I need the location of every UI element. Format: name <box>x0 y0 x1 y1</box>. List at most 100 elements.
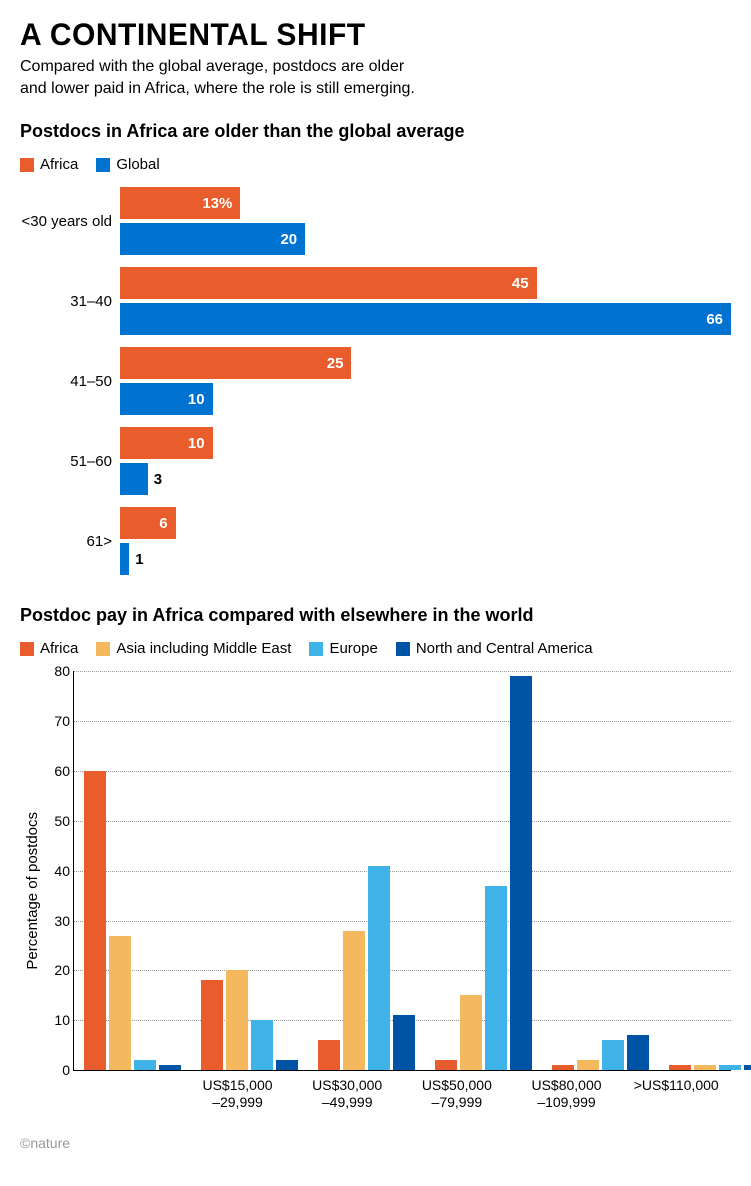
chart2-xlabel: >US$110,000 <box>621 1071 731 1111</box>
legend-label: North and Central America <box>416 640 593 657</box>
chart1-category-bars: 2510 <box>120 347 731 415</box>
legend-item: Africa <box>20 156 78 173</box>
chart1-category-bars: 10 3 <box>120 427 731 495</box>
legend-swatch <box>20 158 34 172</box>
credit: ©nature <box>20 1135 731 1151</box>
chart2-bar <box>669 1065 691 1070</box>
chart2-bar <box>577 1060 599 1070</box>
chart2-ytick: 70 <box>42 713 70 729</box>
chart2-bar <box>694 1065 716 1070</box>
chart1-category: 41–502510 <box>20 347 731 415</box>
chart2-title: Postdoc pay in Africa compared with else… <box>20 605 731 626</box>
chart2-group <box>191 671 308 1070</box>
legend-swatch <box>96 642 110 656</box>
chart2-group <box>542 671 659 1070</box>
subtitle-line-1: Compared with the global average, postdo… <box>20 58 404 75</box>
chart1-category-bars: 13%20 <box>120 187 731 255</box>
chart1-bar-africa: 13% <box>120 187 240 219</box>
chart2-group <box>74 671 191 1070</box>
legend-label: Global <box>116 156 159 173</box>
legend-swatch <box>20 642 34 656</box>
chart2-ytick: 80 <box>42 663 70 679</box>
chart1-category: 31–404566 <box>20 267 731 335</box>
chart1-legend: Africa Global <box>20 156 731 173</box>
chart2-bar <box>460 995 482 1070</box>
chart1-bar-global: 20 <box>120 223 305 255</box>
chart2-xlabel: US$80,000–109,999 <box>512 1071 622 1111</box>
chart1-category-bars: 61 <box>120 507 731 575</box>
chart1-bar-row: 1 <box>120 543 731 575</box>
chart2-bar <box>435 1060 457 1070</box>
chart1-bar-global: 10 <box>120 383 213 415</box>
chart2-bar <box>602 1040 624 1070</box>
legend-swatch <box>96 158 110 172</box>
chart2-legend: AfricaAsia including Middle EastEuropeNo… <box>20 640 731 657</box>
chart1-bar-row: 25 <box>120 347 731 379</box>
chart2-bar <box>485 886 507 1071</box>
chart2-ylabel: Percentage of postdocs <box>20 671 41 1111</box>
chart2-ytick: 50 <box>42 813 70 829</box>
legend-swatch <box>396 642 410 656</box>
chart1-category: 61>61 <box>20 507 731 575</box>
chart2-ytick: 30 <box>42 913 70 929</box>
chart2-bar <box>510 676 532 1070</box>
chart1-bar-value: 1 <box>135 551 143 568</box>
chart1-bar-africa: 10 <box>120 427 213 459</box>
chart1-bar-row: 20 <box>120 223 731 255</box>
chart1-category-label: 31–40 <box>20 267 120 335</box>
chart1-category-label: <30 years old <box>20 187 120 255</box>
chart2-xlabel: US$15,000–29,999 <box>183 1071 293 1111</box>
chart2-bar <box>318 1040 340 1070</box>
chart2-ytick: 60 <box>42 763 70 779</box>
chart2-bar <box>627 1035 649 1070</box>
chart1-category: <30 years old13%20 <box>20 187 731 255</box>
chart1-bar-row: 3 <box>120 463 731 495</box>
chart1-category-label: 51–60 <box>20 427 120 495</box>
chart2-bar <box>744 1065 751 1070</box>
chart1-bar-row: 66 <box>120 303 731 335</box>
chart2: 01020304050607080 US$15,000–29,999US$30,… <box>41 671 731 1111</box>
chart1-bar-row: 6 <box>120 507 731 539</box>
chart2-ytick: 0 <box>42 1062 70 1078</box>
chart1-category-label: 41–50 <box>20 347 120 415</box>
chart2-bar <box>201 980 223 1070</box>
chart1-category: 51–6010 3 <box>20 427 731 495</box>
chart2-group <box>659 671 751 1070</box>
chart2-xlabels: US$15,000–29,999US$30,000–49,999US$50,00… <box>73 1071 731 1111</box>
chart2-bar <box>251 1020 273 1070</box>
chart1-bar-row: 10 <box>120 427 731 459</box>
chart2-xlabel: US$50,000–79,999 <box>402 1071 512 1111</box>
chart2-bar <box>226 970 248 1070</box>
main-title: A CONTINENTAL SHIFT <box>20 20 731 52</box>
chart2-group <box>425 671 542 1070</box>
chart1-bar-global <box>120 463 148 495</box>
chart2-bar <box>393 1015 415 1070</box>
chart2-xlabel <box>73 1071 183 1111</box>
chart2-xlabel: US$30,000–49,999 <box>292 1071 402 1111</box>
legend-label: Africa <box>40 156 78 173</box>
chart1-bar-value: 3 <box>154 471 162 488</box>
chart1-bar-global <box>120 543 129 575</box>
legend-item: Global <box>96 156 159 173</box>
chart2-bar <box>134 1060 156 1070</box>
chart2-bar <box>368 866 390 1070</box>
chart2-groups <box>74 671 731 1070</box>
chart1-bar-global: 66 <box>120 303 731 335</box>
legend-swatch <box>309 642 323 656</box>
chart2-bar <box>276 1060 298 1070</box>
chart2-bar <box>84 771 106 1070</box>
chart2-plot: 01020304050607080 <box>73 671 731 1071</box>
chart2-ytick: 20 <box>42 962 70 978</box>
chart2-ytick: 10 <box>42 1012 70 1028</box>
chart2-ytick: 40 <box>42 863 70 879</box>
subtitle: Compared with the global average, postdo… <box>20 56 731 99</box>
legend-label: Asia including Middle East <box>116 640 291 657</box>
chart1-bar-africa: 6 <box>120 507 176 539</box>
chart1-bar-row: 10 <box>120 383 731 415</box>
chart1-bar-row: 13% <box>120 187 731 219</box>
legend-label: Africa <box>40 640 78 657</box>
chart2-wrap: Percentage of postdocs 01020304050607080… <box>20 671 731 1111</box>
chart2-bar <box>159 1065 181 1070</box>
chart1-category-bars: 4566 <box>120 267 731 335</box>
chart2-bar <box>343 931 365 1071</box>
